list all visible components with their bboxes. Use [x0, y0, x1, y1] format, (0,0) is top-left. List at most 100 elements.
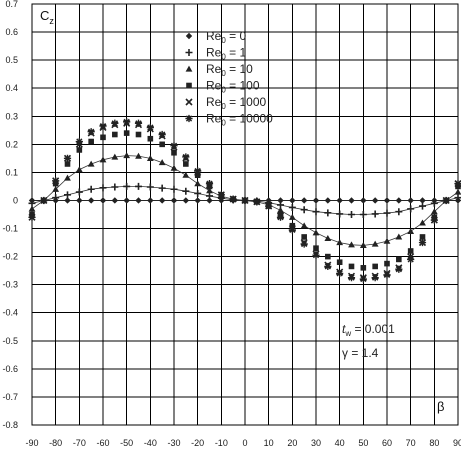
data-point: [396, 256, 402, 263]
data-point: [371, 197, 379, 204]
data-point: [111, 183, 119, 191]
data-point: [300, 206, 308, 214]
data-point: [194, 180, 202, 187]
data-point: [418, 238, 427, 247]
legend-label: Re0 = 10000: [206, 112, 273, 128]
x-axis-title: β: [437, 399, 444, 414]
data-points: [28, 118, 461, 283]
data-point: [170, 197, 178, 204]
data-point: [182, 171, 190, 178]
legend-marker: [186, 82, 192, 89]
data-point: [28, 205, 36, 212]
data-point: [384, 260, 390, 267]
data-point: [135, 182, 142, 190]
data-point: [372, 263, 378, 270]
data-point: [170, 185, 178, 193]
y-tick-label: -0.6: [2, 364, 18, 374]
data-point: [146, 154, 154, 161]
data-point: [312, 197, 320, 204]
x-tick-label: -50: [120, 438, 133, 448]
data-point: [206, 192, 213, 200]
data-point: [63, 154, 72, 162]
y-tick-labels: 0.7 0.6 0.5 0.4 0.3 0.2 0.1 0 -0.1 -0.2 -0.3 -0.4 -0…: [2, 0, 18, 430]
grid: [31, 3, 459, 426]
y-tick-label: 0.5: [5, 55, 18, 65]
data-point: [265, 202, 273, 210]
data-point: [419, 197, 426, 204]
data-point: [123, 197, 130, 204]
data-point: [360, 265, 367, 271]
data-point: [300, 240, 308, 248]
data-point: [182, 153, 190, 161]
data-point: [158, 130, 166, 139]
data-point: [324, 209, 332, 217]
data-point: [206, 187, 213, 194]
data-point: [301, 234, 307, 240]
data-point: [348, 263, 355, 270]
x-tick-label: -80: [49, 438, 62, 448]
legend-marker: [185, 32, 193, 40]
data-point: [194, 189, 202, 197]
data-point: [288, 213, 296, 220]
data-point: [147, 135, 154, 142]
x-tick-label: 50: [358, 438, 368, 448]
data-point: [170, 164, 178, 171]
data-point: [359, 211, 367, 218]
data-point: [300, 222, 308, 229]
data-point: [205, 180, 214, 188]
data-point: [336, 210, 344, 218]
data-point: [123, 152, 131, 159]
data-point: [348, 197, 355, 204]
data-point: [64, 161, 71, 167]
data-point: [312, 251, 320, 259]
data-point: [419, 219, 426, 226]
data-point: [289, 197, 296, 204]
data-point: [430, 208, 438, 215]
y-tick-label: -0.4: [2, 308, 18, 318]
legend-label: Re0 = 0: [206, 29, 246, 45]
legend-label: Re0 = 1: [206, 46, 246, 62]
data-point: [123, 118, 131, 126]
data-point: [395, 208, 403, 216]
series-5: [28, 118, 461, 283]
data-point: [52, 194, 60, 202]
data-point: [324, 262, 332, 271]
data-point: [159, 141, 165, 148]
data-point: [419, 202, 426, 210]
data-point: [347, 274, 356, 282]
data-point: [135, 152, 142, 159]
data-point: [454, 194, 461, 202]
data-point: [217, 191, 225, 199]
x-tick-label: -20: [191, 438, 204, 448]
x-tick-label: 60: [382, 438, 392, 448]
data-point: [312, 229, 320, 236]
data-point: [430, 199, 438, 207]
data-point: [407, 197, 414, 204]
data-point: [383, 209, 391, 217]
legend-label: Re0 = 1000: [206, 95, 266, 111]
data-point: [206, 197, 213, 204]
data-point: [395, 265, 403, 273]
legend-marker: [185, 65, 193, 72]
data-point: [40, 196, 48, 205]
data-point: [253, 198, 261, 206]
data-point: [371, 240, 379, 247]
data-point: [99, 156, 107, 163]
data-point: [288, 226, 296, 234]
y-tick-label: 0.7: [5, 0, 18, 9]
data-point: [111, 197, 119, 204]
y-tick-label: 0.1: [5, 167, 18, 177]
legend-label: Re0 = 100: [206, 79, 260, 95]
data-point: [430, 216, 438, 224]
data-point: [336, 197, 343, 204]
data-point: [135, 197, 142, 204]
data-point: [64, 174, 71, 181]
annotation-gamma: γ = 1.4: [342, 346, 379, 360]
data-point: [87, 197, 95, 204]
data-point: [324, 197, 332, 204]
legend-label: Re0 = 10: [206, 62, 253, 78]
y-tick-label: -0.3: [2, 280, 18, 290]
data-point: [87, 185, 95, 193]
